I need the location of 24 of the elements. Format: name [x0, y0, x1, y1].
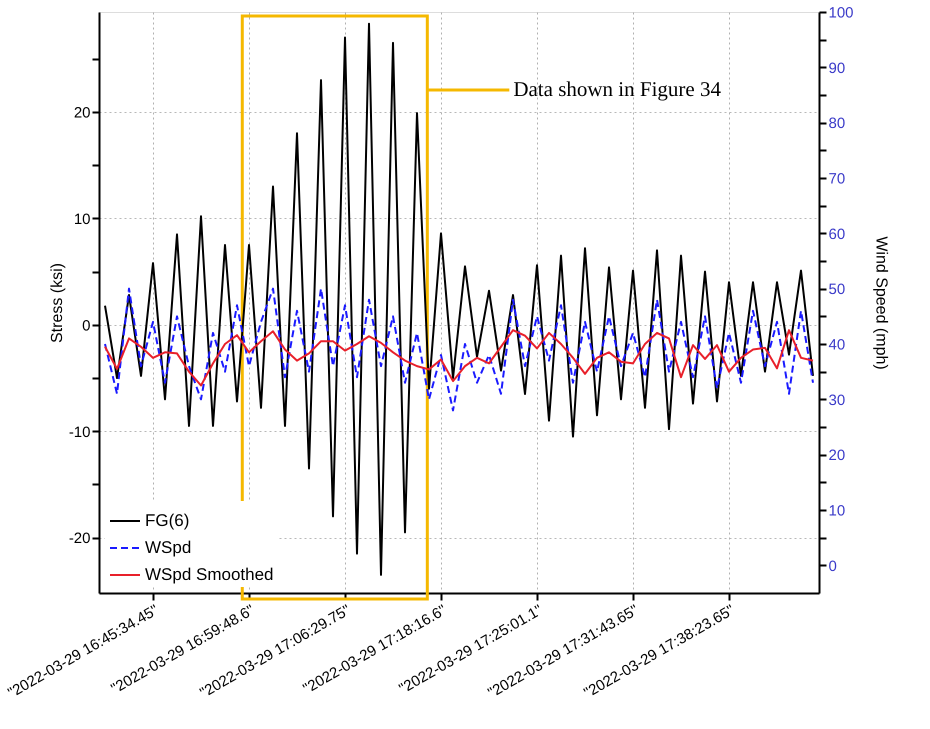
- y-tick-label: 20: [74, 104, 90, 122]
- y-tick-label: -20: [68, 530, 90, 548]
- y2-tick-label: 20: [828, 447, 846, 464]
- y2-tick-label: 70: [828, 170, 846, 188]
- y-tick-label: 0: [82, 317, 90, 334]
- y2-tick-label: 40: [828, 336, 846, 354]
- line-series: [104, 329, 814, 386]
- legend-label: FG(6): [145, 511, 190, 530]
- y2-tick-label: 80: [828, 115, 846, 132]
- line-series: [104, 288, 814, 412]
- y2-tick-label: 10: [828, 502, 846, 520]
- y-axis-title: Stress (ksi): [48, 263, 66, 343]
- y2-axis-title: Wind Speed (mph): [872, 236, 890, 370]
- annotation: Data shown in Figure 34: [513, 77, 722, 101]
- legend-label: WSpd Smoothed: [145, 565, 274, 584]
- y2-tick-label: 0: [828, 558, 837, 575]
- y2-tick-label: 50: [828, 281, 846, 298]
- y2-tick-label: 60: [828, 226, 846, 243]
- y-tick-label: 10: [74, 210, 90, 228]
- y2-tick-label: 100: [828, 4, 854, 22]
- y2-tick-label: 90: [828, 60, 846, 77]
- y2-tick-label: 30: [828, 392, 846, 409]
- y-tick-label: -10: [68, 424, 90, 441]
- legend-label: WSpd: [145, 538, 192, 557]
